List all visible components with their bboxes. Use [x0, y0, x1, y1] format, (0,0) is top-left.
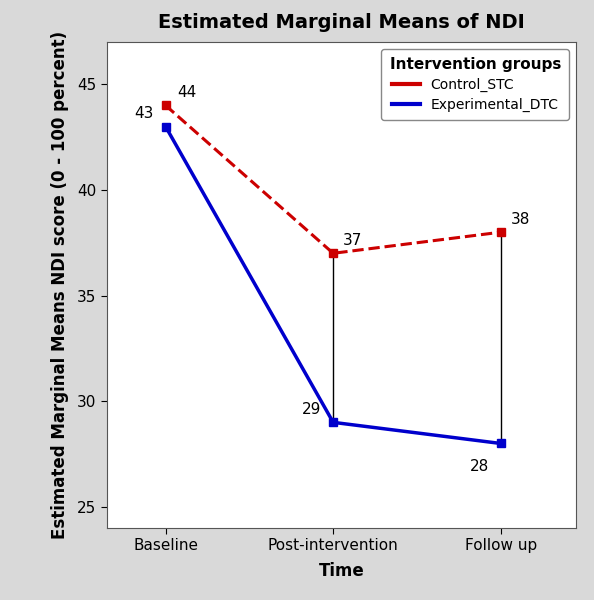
Text: ...: ... [473, 100, 487, 115]
Y-axis label: Estimated Marginal Means NDI score (0 - 100 percent): Estimated Marginal Means NDI score (0 - … [51, 31, 69, 539]
Text: 38: 38 [511, 212, 530, 227]
Text: 37: 37 [343, 233, 362, 248]
Title: Estimated Marginal Means of NDI: Estimated Marginal Means of NDI [158, 13, 525, 32]
X-axis label: Time: Time [318, 562, 365, 580]
Text: 29: 29 [302, 402, 321, 417]
Text: 44: 44 [177, 85, 197, 100]
Text: 28: 28 [470, 459, 489, 474]
Text: 43: 43 [134, 106, 154, 121]
Legend: Control_STC, Experimental_DTC: Control_STC, Experimental_DTC [381, 49, 569, 120]
